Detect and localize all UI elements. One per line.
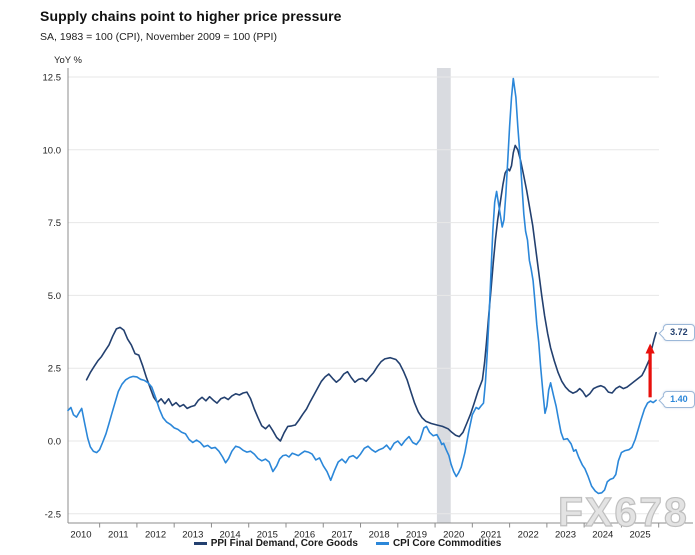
legend-line-swatch-icon [193, 542, 207, 545]
x-tick-label: 2017 [331, 530, 352, 541]
y-tick-label: 10.0 [43, 145, 62, 156]
cpi-end-value-callout: 1.40 [658, 391, 695, 409]
cpi-line [67, 77, 657, 495]
watermark: FX678 [557, 488, 689, 535]
legend-item-cpi: CPI Core Commodities [375, 538, 502, 549]
x-tick-label: 2021 [480, 530, 501, 541]
x-tick-label: 2015 [257, 530, 278, 541]
chart-title: Supply chains point to higher price pres… [40, 8, 342, 24]
x-tick-label: 2014 [220, 530, 241, 541]
legend-line-swatch-icon [375, 542, 389, 545]
x-tick-label: 2023 [555, 530, 576, 541]
y-axis-unit-label: YoY % [54, 55, 82, 66]
trend-arrow-head-icon [645, 343, 655, 354]
y-tick-label: 7.5 [48, 218, 61, 229]
x-tick-label: 2020 [443, 530, 464, 541]
y-tick-label: -2.5 [45, 509, 61, 520]
ppi-end-value-callout: 3.72 [658, 323, 695, 341]
y-tick-label: 0.0 [48, 437, 61, 448]
x-tick-label: 2022 [518, 530, 539, 541]
y-tick-label: 12.5 [43, 73, 62, 84]
ppi-end-value: 3.72 [670, 326, 688, 337]
x-tick-label: 2024 [592, 530, 613, 541]
legend-item-ppi: PPI Final Demand, Core Goods [193, 538, 358, 549]
x-tick-label: 2016 [294, 530, 315, 541]
ppi-line [85, 144, 657, 442]
cpi-end-value: 1.40 [670, 394, 688, 405]
y-tick-label: 2.5 [48, 364, 61, 375]
chart-subtitle: SA, 1983 = 100 (CPI), November 2009 = 10… [40, 31, 277, 43]
legend-label: CPI Core Commodities [392, 538, 502, 549]
x-tick-label: 2012 [145, 530, 166, 541]
y-tick-label: 5.0 [48, 291, 61, 302]
legend: PPI Final Demand, Core Goods CPI Core Com… [0, 538, 695, 549]
x-tick-label: 2018 [369, 530, 390, 541]
x-tick-label: 2019 [406, 530, 427, 541]
x-tick-label: 2011 [108, 530, 128, 541]
legend-label: PPI Final Demand, Core Goods [210, 538, 358, 549]
x-tick-label: 2013 [182, 530, 203, 541]
x-tick-label: 2025 [629, 530, 650, 541]
x-tick-label: 2010 [70, 530, 91, 541]
